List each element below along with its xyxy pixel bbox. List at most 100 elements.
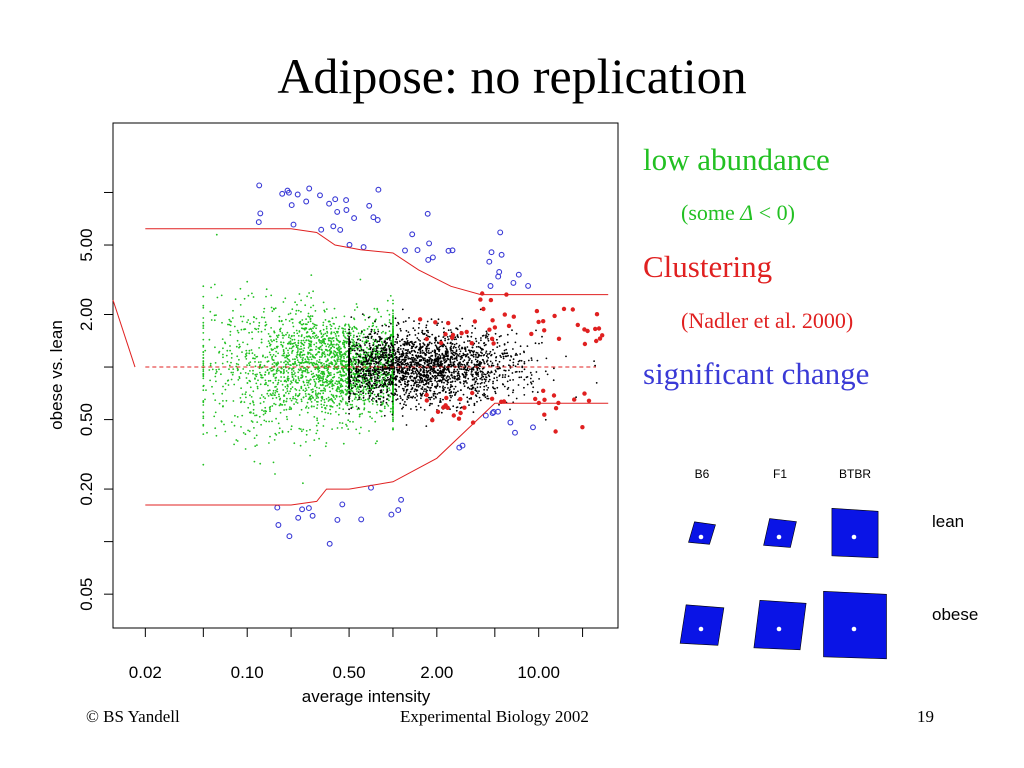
data-point bbox=[291, 371, 293, 374]
data-point bbox=[374, 338, 377, 341]
data-point bbox=[291, 322, 294, 324]
data-point bbox=[501, 376, 504, 379]
data-point bbox=[492, 348, 494, 351]
data-point bbox=[476, 363, 478, 366]
data-point bbox=[283, 370, 285, 372]
data-point bbox=[421, 386, 424, 388]
data-point bbox=[298, 330, 301, 333]
data-point bbox=[405, 329, 408, 332]
data-point bbox=[312, 361, 315, 364]
data-point bbox=[293, 342, 295, 345]
data-point bbox=[263, 364, 266, 367]
data-point bbox=[368, 325, 370, 328]
data-point bbox=[274, 355, 277, 358]
data-point bbox=[389, 349, 392, 352]
data-point bbox=[388, 371, 390, 374]
data-point bbox=[430, 366, 432, 368]
data-point bbox=[404, 362, 407, 365]
data-point bbox=[489, 372, 491, 374]
data-point bbox=[386, 388, 389, 391]
data-point bbox=[362, 373, 365, 376]
data-point bbox=[243, 297, 246, 300]
data-point bbox=[530, 382, 533, 385]
data-point bbox=[364, 344, 366, 346]
data-point bbox=[351, 403, 353, 406]
data-point bbox=[269, 410, 271, 413]
data-point bbox=[222, 353, 224, 356]
data-point bbox=[273, 439, 276, 441]
data-point bbox=[311, 396, 314, 398]
data-point bbox=[276, 336, 279, 339]
data-point bbox=[341, 354, 343, 357]
data-point bbox=[338, 348, 341, 351]
data-point bbox=[418, 322, 421, 325]
data-point bbox=[377, 361, 380, 364]
data-point bbox=[202, 423, 205, 426]
data-point bbox=[436, 347, 439, 350]
data-point bbox=[392, 299, 394, 302]
data-point bbox=[339, 358, 342, 361]
data-point bbox=[339, 384, 342, 387]
data-point bbox=[287, 352, 290, 354]
data-point bbox=[287, 385, 289, 388]
data-point bbox=[523, 386, 525, 389]
data-point bbox=[371, 353, 374, 355]
data-point bbox=[202, 377, 205, 380]
data-point bbox=[506, 333, 509, 336]
data-point bbox=[397, 363, 400, 365]
data-point bbox=[322, 371, 325, 374]
data-point bbox=[345, 342, 348, 344]
data-point bbox=[357, 371, 359, 373]
data-point bbox=[381, 380, 384, 383]
data-point bbox=[305, 360, 307, 363]
data-point bbox=[318, 338, 320, 341]
data-point bbox=[373, 376, 376, 378]
data-point bbox=[434, 360, 437, 363]
data-point bbox=[242, 315, 245, 318]
data-point bbox=[365, 351, 368, 354]
data-point bbox=[401, 308, 404, 311]
data-point bbox=[349, 391, 352, 393]
data-point bbox=[530, 359, 533, 361]
data-point bbox=[229, 334, 232, 336]
data-point bbox=[341, 385, 344, 387]
data-point bbox=[357, 391, 360, 393]
data-point bbox=[226, 349, 229, 352]
data-point bbox=[388, 399, 390, 402]
data-point bbox=[487, 339, 490, 342]
data-point bbox=[299, 362, 302, 365]
data-point bbox=[304, 390, 307, 393]
data-point bbox=[380, 391, 383, 394]
data-point bbox=[316, 367, 319, 370]
data-point bbox=[315, 327, 317, 330]
data-point bbox=[306, 370, 309, 372]
data-point bbox=[302, 482, 304, 485]
data-point bbox=[440, 376, 443, 378]
data-point bbox=[414, 329, 416, 332]
data-point bbox=[396, 398, 399, 400]
data-point bbox=[382, 392, 385, 395]
data-point bbox=[314, 382, 317, 384]
data-point bbox=[415, 393, 418, 395]
data-point bbox=[254, 414, 256, 417]
data-point bbox=[237, 368, 239, 371]
data-point bbox=[282, 301, 285, 303]
data-point bbox=[237, 379, 240, 381]
data-point bbox=[470, 388, 473, 391]
data-point bbox=[388, 313, 391, 316]
data-point bbox=[305, 332, 308, 334]
data-point bbox=[229, 330, 232, 333]
data-point bbox=[516, 354, 518, 356]
data-point bbox=[295, 346, 298, 348]
data-point bbox=[392, 330, 394, 333]
data-point bbox=[358, 388, 360, 391]
data-point bbox=[337, 367, 340, 370]
data-point bbox=[350, 371, 352, 374]
data-point bbox=[270, 394, 273, 396]
data-point bbox=[379, 350, 382, 353]
data-point bbox=[338, 350, 341, 352]
data-point bbox=[258, 321, 261, 324]
data-point bbox=[318, 387, 321, 389]
data-point bbox=[220, 294, 223, 297]
data-point bbox=[359, 361, 362, 364]
